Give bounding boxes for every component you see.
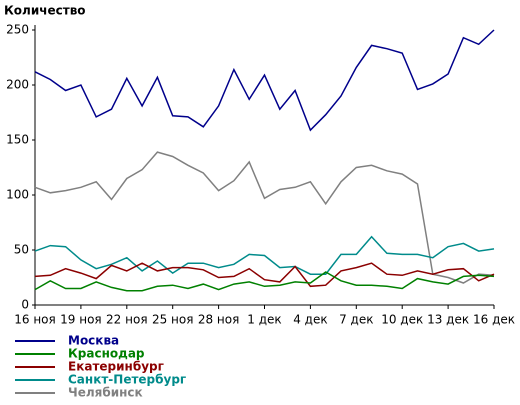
series-line — [34, 271, 495, 292]
x-tick-label: 28 ноя — [198, 313, 240, 327]
series-line — [34, 235, 495, 275]
legend-label: Санкт-Петербург — [68, 373, 186, 387]
y-tick-label: 150 — [6, 133, 29, 147]
x-tick-label: 22 ноя — [106, 313, 148, 327]
x-tick-label: 13 дек — [427, 313, 469, 327]
series-line — [34, 262, 495, 288]
series-line — [34, 151, 495, 284]
legend-label: Краснодар — [68, 347, 145, 361]
x-tick-label: 1 дек — [247, 313, 281, 327]
x-tick-label: 10 дек — [381, 313, 423, 327]
legend-label: Москва — [68, 334, 119, 348]
y-tick-label: 50 — [14, 243, 29, 257]
chart-title: Количество — [4, 4, 86, 18]
series-line — [34, 29, 495, 132]
y-tick-label: 100 — [6, 188, 29, 202]
x-tick-label: 7 дек — [339, 313, 373, 327]
x-tick-label: 16 ноя — [14, 313, 56, 327]
x-tick-label: 4 дек — [293, 313, 327, 327]
y-tick-label: 0 — [21, 298, 29, 312]
y-tick-label: 200 — [6, 78, 29, 92]
legend-label: Екатеринбург — [68, 360, 164, 374]
x-tick-label: 16 дек — [473, 313, 515, 327]
legend-label: Челябинск — [68, 386, 143, 400]
x-tick-label: 25 ноя — [152, 313, 194, 327]
y-tick-label: 250 — [6, 23, 29, 37]
x-tick-label: 19 ноя — [60, 313, 102, 327]
